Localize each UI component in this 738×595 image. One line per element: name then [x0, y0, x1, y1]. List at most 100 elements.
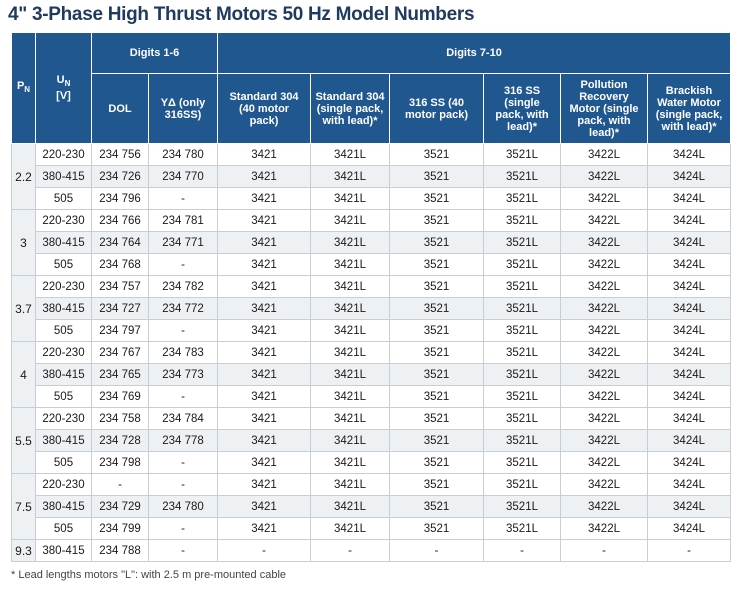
ss316-single-cell: 3521L	[483, 143, 562, 166]
pollution-cell: 3422L	[560, 253, 649, 276]
ss316-cell: 3521	[389, 297, 485, 320]
std304-cell: 3421	[217, 385, 312, 408]
header-digits-1-6: Digits 1-6	[90, 32, 219, 74]
pollution-cell: 3422L	[560, 495, 649, 518]
pollution-cell: 3422L	[560, 187, 649, 210]
dol-cell: 234 799	[91, 517, 149, 540]
dol-cell: 234 766	[91, 209, 149, 232]
std304-cell: 3421	[217, 319, 312, 342]
ss316-single-cell: 3521L	[483, 451, 562, 474]
brackish-cell: 3424L	[647, 495, 732, 518]
table-row: 5.5 220-230 234 758 234 784 3421 3421L 3521 352…	[11, 407, 732, 474]
ss316-cell: 3521	[389, 495, 485, 518]
std304-cell: -	[217, 539, 312, 562]
std304-cell: 3421	[217, 429, 312, 452]
ss316-cell: 3521	[389, 231, 485, 254]
ss316-cell: 3521	[389, 165, 485, 188]
pollution-cell: 3422L	[560, 297, 649, 320]
ss316-cell: 3521	[389, 429, 485, 452]
pn-cell: 3	[11, 209, 36, 276]
dol-cell: 234 729	[91, 495, 149, 518]
std304-cell: 3421	[217, 363, 312, 386]
pn-cell: 9.3	[11, 539, 36, 562]
std304-single-cell: 3421L	[310, 275, 391, 298]
std304-single-cell: 3421L	[310, 187, 391, 210]
yd-cell: 234 783	[147, 341, 219, 364]
std304-cell: 3421	[217, 451, 312, 474]
table-row: 380-415 234 729 234 780 3421 3421L 3521 3521L 3…	[12, 495, 732, 518]
pn-cell: 3.7	[11, 275, 36, 342]
pollution-cell: 3422L	[560, 165, 649, 188]
ss316-single-cell: 3521L	[483, 473, 562, 496]
un-cell: 380-415	[35, 297, 92, 320]
yd-cell: 234 781	[147, 209, 219, 232]
table-row: 380-415 234 765 234 773 3421 3421L 3521 3521L 3…	[12, 363, 732, 386]
pollution-cell: 3422L	[560, 209, 649, 232]
std304-cell: 3421	[217, 495, 312, 518]
brackish-cell: 3424L	[647, 187, 732, 210]
ss316-cell: 3521	[389, 517, 485, 540]
ss316-cell: 3521	[389, 253, 485, 276]
ss316-single-cell: 3521L	[483, 275, 562, 298]
table-row: 505 234 769-3421 3421L 3521 3521L 3422L 3424L	[12, 385, 732, 408]
dol-cell: 234 726	[91, 165, 149, 188]
pollution-cell: 3422L	[560, 517, 649, 540]
std304-single-cell: 3421L	[310, 385, 391, 408]
std304-cell: 3421	[217, 165, 312, 188]
brackish-cell: 3424L	[647, 473, 732, 496]
ss316-cell: 3521	[389, 275, 485, 298]
un-cell: 220-230	[35, 143, 92, 166]
un-cell: 505	[35, 253, 92, 276]
ss316-single-cell: 3521L	[483, 297, 562, 320]
std304-cell: 3421	[217, 517, 312, 540]
pollution-cell: 3422L	[560, 407, 649, 430]
std304-single-cell: 3421L	[310, 165, 391, 188]
std304-single-cell: 3421L	[310, 319, 391, 342]
std304-cell: 3421	[217, 473, 312, 496]
ss316-single-cell: 3521L	[483, 209, 562, 232]
brackish-cell: 3424L	[647, 429, 732, 452]
std304-single-cell: 3421L	[310, 495, 391, 518]
ss316-single-cell: 3521L	[483, 429, 562, 452]
yd-cell: -	[147, 319, 219, 342]
table-row: 380-415 234 728 234 778 3421 3421L 3521 3521L 3…	[12, 429, 732, 452]
table-row: 2.2 220-230 234 756 234 780 3421 3421L 3521 352…	[11, 143, 732, 210]
std304-cell: 3421	[217, 275, 312, 298]
un-cell: 220-230	[35, 407, 92, 430]
std304-single-cell: 3421L	[310, 407, 391, 430]
yd-cell: -	[147, 385, 219, 408]
table-row: 9.3 380-415 234 788- - - - - - -	[11, 539, 732, 562]
header-dol: DOL	[91, 73, 149, 144]
header-ss316-single: 316 SS (single pack, with lead)*	[483, 73, 562, 144]
yd-cell: -	[147, 253, 219, 276]
table-row: 380-415 234 727 234 772 3421 3421L 3521 3521L 3…	[12, 297, 732, 320]
brackish-cell: 3424L	[647, 341, 732, 364]
std304-single-cell: 3421L	[310, 341, 391, 364]
table-row: 505 234 799-3421 3421L 3521 3521L 3422L 3424L	[12, 517, 732, 540]
ss316-single-cell: 3521L	[483, 363, 562, 386]
pollution-cell: 3422L	[560, 143, 649, 166]
table-row: 380-415 234 726 234 770 3421 3421L 3521 3521L 3…	[12, 165, 732, 188]
pn-cell: 7.5	[11, 473, 36, 540]
std304-cell: 3421	[217, 341, 312, 364]
yd-cell: -	[147, 473, 219, 496]
pollution-cell: 3422L	[560, 429, 649, 452]
std304-single-cell: 3421L	[310, 363, 391, 386]
dol-cell: 234 788	[91, 539, 149, 562]
brackish-cell: 3424L	[647, 253, 732, 276]
header-std304: Standard 304 (40 motor pack)	[217, 73, 312, 144]
std304-cell: 3421	[217, 209, 312, 232]
std304-cell: 3421	[217, 187, 312, 210]
ss316-single-cell: 3521L	[483, 187, 562, 210]
yd-cell: 234 770	[147, 165, 219, 188]
un-cell: 220-230	[35, 275, 92, 298]
brackish-cell: 3424L	[647, 517, 732, 540]
ss316-single-cell: 3521L	[483, 165, 562, 188]
yd-cell: -	[147, 539, 219, 562]
yd-cell: -	[147, 187, 219, 210]
ss316-cell: 3521	[389, 407, 485, 430]
std304-cell: 3421	[217, 297, 312, 320]
ss316-single-cell: 3521L	[483, 385, 562, 408]
un-cell: 380-415	[35, 539, 92, 562]
brackish-cell: -	[647, 539, 732, 562]
